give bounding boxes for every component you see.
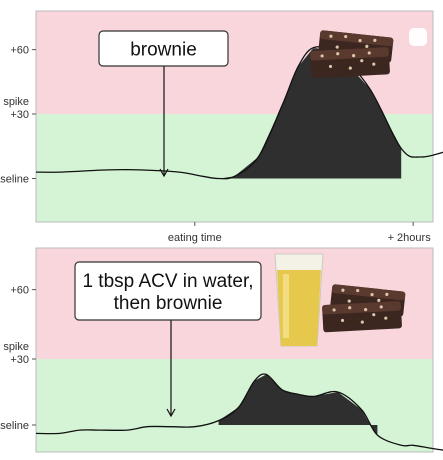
y-tick-label: baseline (0, 174, 29, 186)
y-tick-label: +60 (10, 285, 29, 297)
brownie-slice (310, 47, 390, 79)
annotation-text: then brownie (114, 293, 223, 314)
normal-zone (36, 359, 433, 452)
panel-brownie: +60 spike+30 baseline eating time + 2hours br… (0, 10, 443, 244)
acv-glass-icon (274, 253, 324, 347)
glucose-line (35, 45, 443, 180)
annotation-text: 1 tbsp ACV in water, (82, 271, 253, 292)
panel-acv-then-brownie: +60 spike+30 baseline 1 tbsp ACV in water,t… (0, 247, 443, 453)
x-tick-label: + 2hours (388, 232, 432, 244)
annotation-box (98, 30, 229, 67)
y-tick-label: baseline (0, 420, 29, 432)
plot-frame (35, 10, 434, 223)
y-tick-label: spike (3, 96, 29, 108)
y-tick-label: spike (3, 341, 29, 353)
arrow-head-icon (159, 168, 169, 178)
y-tick-label: +30 (10, 354, 29, 366)
brownie-image (310, 30, 394, 79)
glucose-area (218, 374, 378, 436)
y-tick-label: +60 (10, 45, 29, 57)
annotation-text: brownie (130, 40, 197, 61)
acv-and-brownie-image (274, 253, 406, 347)
y-tick-label: +30 (10, 109, 29, 121)
corner-badge-icon (409, 28, 427, 46)
annotation-box (74, 261, 262, 321)
glucose-line (35, 373, 443, 451)
brownie-slice (322, 301, 402, 333)
arrow-head-icon (166, 408, 176, 418)
x-tick-label: eating time (168, 232, 222, 244)
plot-frame (35, 247, 434, 453)
